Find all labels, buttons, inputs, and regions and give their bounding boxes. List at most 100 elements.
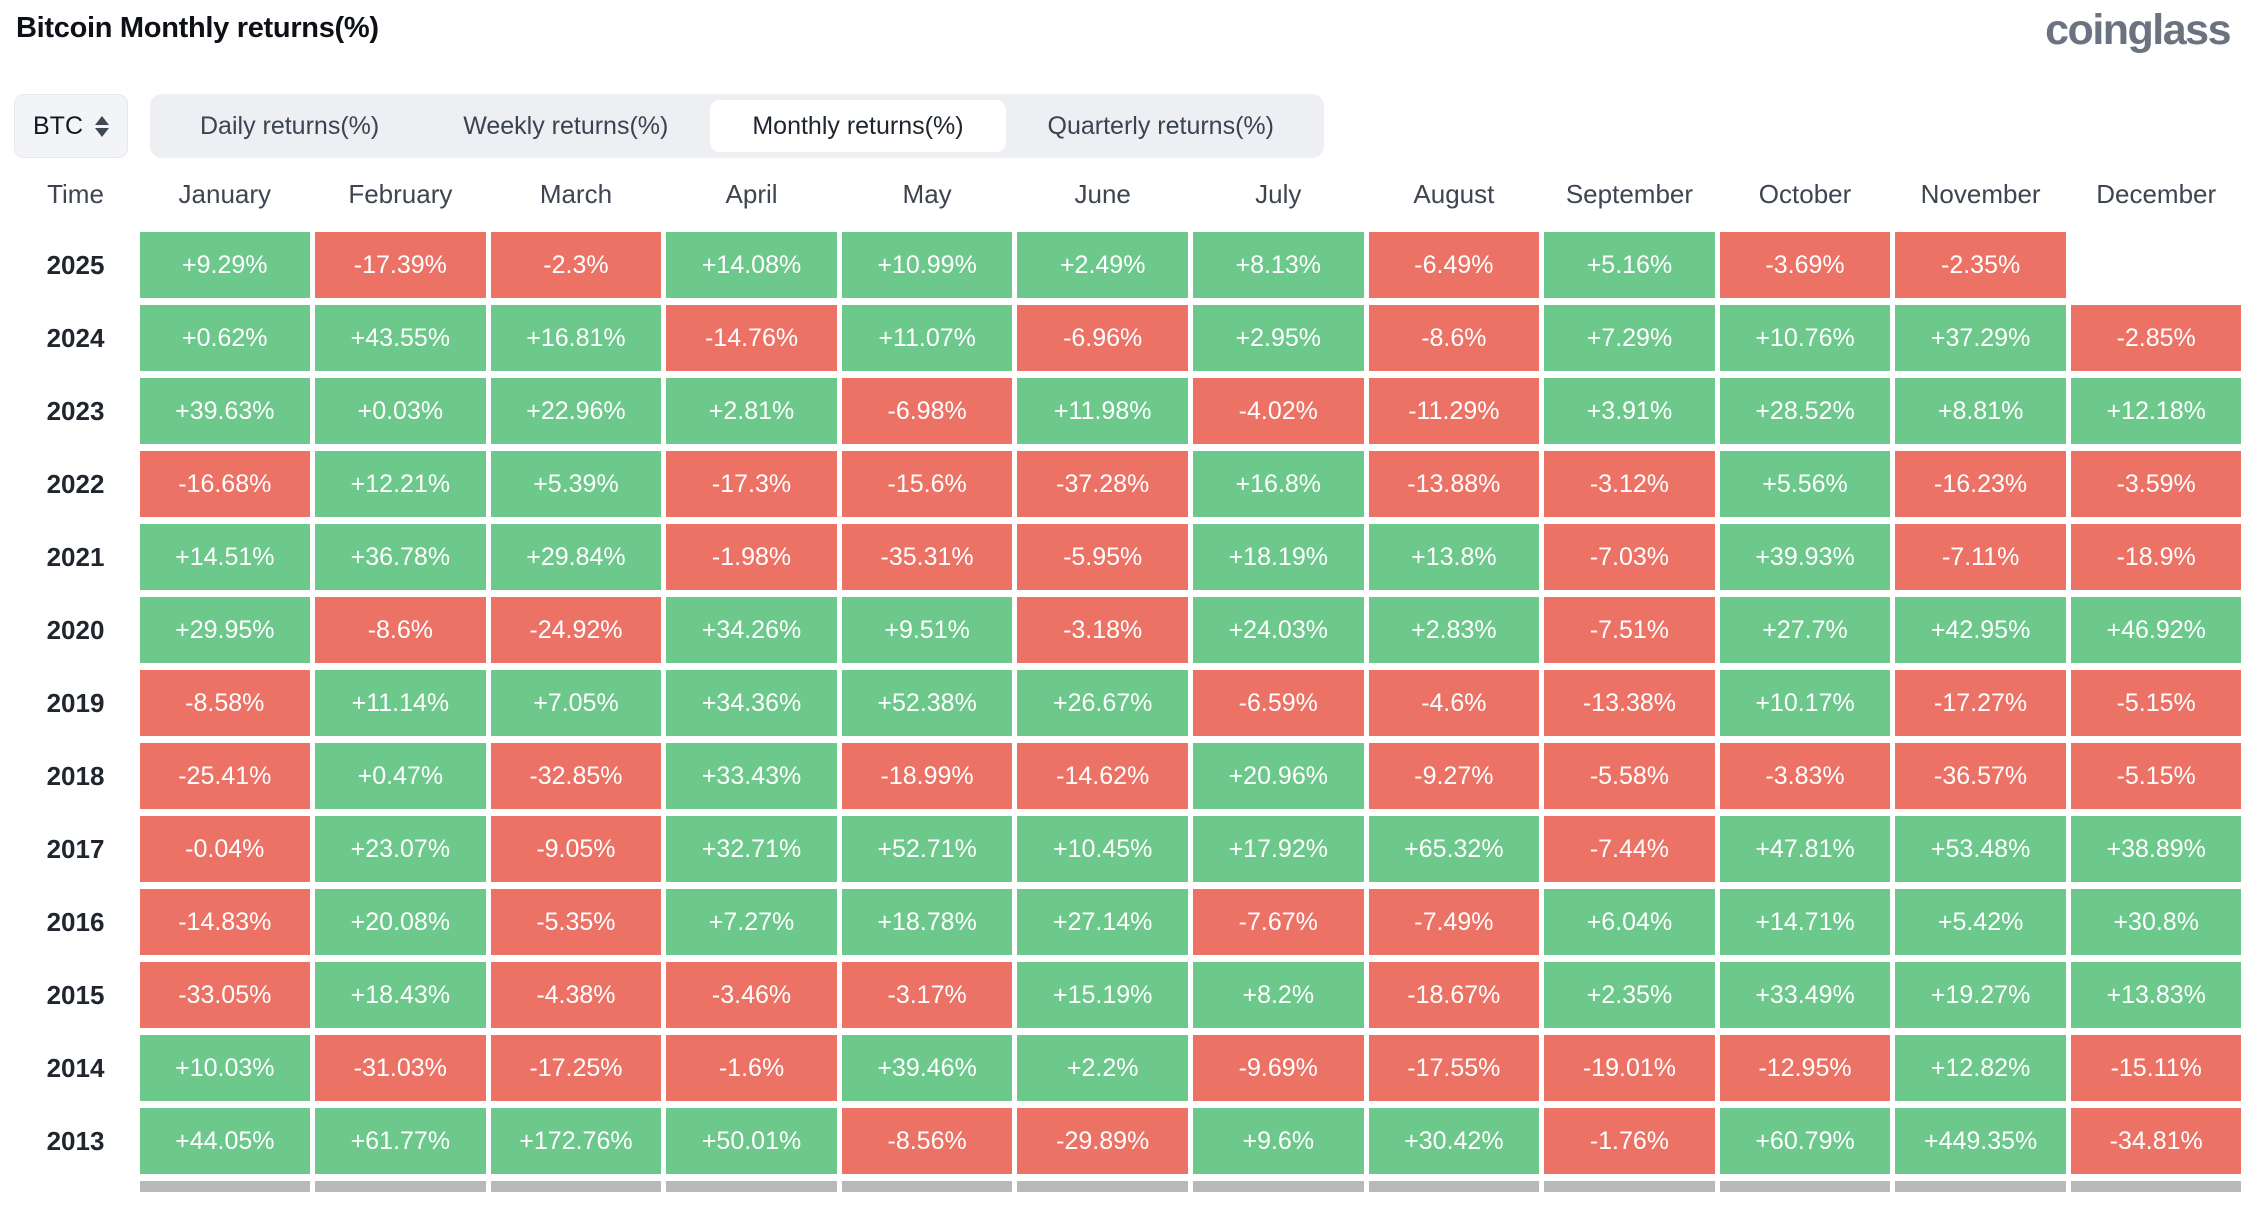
return-cell: -7.49% xyxy=(1368,889,1540,955)
return-cell: +3.91% xyxy=(1544,378,1715,444)
return-cell: -15.11% xyxy=(2070,1035,2242,1101)
return-cell: +14.08% xyxy=(666,232,837,298)
truncated-cell-bar xyxy=(841,1181,1013,1192)
row-year-label: 2024 xyxy=(46,322,105,353)
truncated-cell-bar xyxy=(2070,1181,2242,1192)
table-header-row: Time January February March April May June July… xyxy=(14,166,2244,222)
controls-bar: BTC Daily returns(%) Weekly returns(%) Mon… xyxy=(14,94,1324,158)
return-cell: +19.27% xyxy=(1895,962,2066,1028)
return-cell: -9.05% xyxy=(490,816,662,882)
return-cell: +16.81% xyxy=(490,305,662,371)
row-year-label: 2021 xyxy=(46,541,105,572)
truncated-next-row xyxy=(14,1181,2244,1192)
return-cell: +8.13% xyxy=(1192,232,1364,298)
return-cell: -4.6% xyxy=(1368,670,1540,736)
return-cell: +10.99% xyxy=(841,232,1013,298)
return-cell: -7.11% xyxy=(1895,524,2066,590)
return-cell: -18.99% xyxy=(841,743,1013,809)
column-header-june: June xyxy=(1074,178,1131,209)
return-cell: -3.69% xyxy=(1719,232,1891,298)
truncated-cell-bar xyxy=(1895,1181,2066,1192)
truncated-cell-bar xyxy=(666,1181,837,1192)
return-cell: -29.89% xyxy=(1017,1108,1188,1174)
return-cell: +50.01% xyxy=(666,1108,837,1174)
table-row-2013: 2013 +44.05% +61.77% +172.76% +50.01% -8.56% -… xyxy=(14,1108,2244,1174)
table-row-2023: 2023 +39.63% +0.03% +22.96% +2.81% -6.98% +11.… xyxy=(14,378,2244,444)
return-cell: -3.59% xyxy=(2070,451,2242,517)
return-cell: +9.6% xyxy=(1192,1108,1364,1174)
return-cell: -16.23% xyxy=(1895,451,2066,517)
return-cell: -8.6% xyxy=(1368,305,1540,371)
return-cell: +18.19% xyxy=(1192,524,1364,590)
return-cell: -3.12% xyxy=(1544,451,1715,517)
return-cell: -8.6% xyxy=(315,597,486,663)
truncated-cell-bar xyxy=(1544,1181,1715,1192)
symbol-select[interactable]: BTC xyxy=(14,94,128,158)
return-cell: +12.18% xyxy=(2070,378,2242,444)
table-row-2018: 2018 -25.41% +0.47% -32.85% +33.43% -18.99% -1… xyxy=(14,743,2244,809)
tab-quarterly-returns[interactable]: Quarterly returns(%) xyxy=(1047,111,1274,140)
return-cell: +2.49% xyxy=(1017,232,1188,298)
table-row-2019: 2019 -8.58% +11.14% +7.05% +34.36% +52.38% +26… xyxy=(14,670,2244,736)
return-cell-empty xyxy=(2071,232,2242,298)
row-year-label: 2025 xyxy=(46,249,105,280)
column-header-august: August xyxy=(1413,178,1495,209)
monthly-returns-table: Time January February March April May June July… xyxy=(14,166,2244,1199)
return-cell: +27.14% xyxy=(1017,889,1188,955)
return-cell: +29.95% xyxy=(139,597,311,663)
column-header-january: January xyxy=(178,178,272,209)
return-cell: +33.49% xyxy=(1719,962,1891,1028)
return-cell: +14.51% xyxy=(139,524,311,590)
return-cell: +24.03% xyxy=(1192,597,1364,663)
return-cell: -5.58% xyxy=(1544,743,1715,809)
row-year-label: 2015 xyxy=(46,979,105,1010)
truncated-cell-bar xyxy=(1719,1181,1891,1192)
table-row-2025: 2025 +9.29% -17.39% -2.3% +14.08% +10.99% +2.4… xyxy=(14,232,2244,298)
return-cell: -31.03% xyxy=(315,1035,486,1101)
tab-daily-returns[interactable]: Daily returns(%) xyxy=(200,111,380,140)
return-cell: +13.83% xyxy=(2070,962,2242,1028)
row-year-label: 2019 xyxy=(46,687,105,718)
return-cell: +9.29% xyxy=(139,232,311,298)
return-cell: -37.28% xyxy=(1017,451,1188,517)
return-cell: +5.42% xyxy=(1895,889,2066,955)
return-cell: +34.26% xyxy=(666,597,837,663)
tab-weekly-returns[interactable]: Weekly returns(%) xyxy=(463,111,669,140)
return-cell: -4.38% xyxy=(490,962,662,1028)
return-cell: -6.96% xyxy=(1017,305,1188,371)
column-header-april: April xyxy=(725,178,778,209)
return-cell: +172.76% xyxy=(490,1108,662,1174)
return-cell: -0.04% xyxy=(139,816,311,882)
return-cell: +449.35% xyxy=(1895,1108,2066,1174)
table-row-2014: 2014 +10.03% -31.03% -17.25% -1.6% +39.46% +2.… xyxy=(14,1035,2244,1101)
return-cell: +14.71% xyxy=(1719,889,1891,955)
return-cell: -14.62% xyxy=(1017,743,1188,809)
row-year-label: 2023 xyxy=(46,395,105,426)
return-cell: +13.8% xyxy=(1368,524,1540,590)
return-cell: +9.51% xyxy=(841,597,1013,663)
return-cell: -33.05% xyxy=(139,962,311,1028)
return-cell: +12.21% xyxy=(315,451,486,517)
column-header-september: September xyxy=(1565,178,1694,209)
return-cell: +61.77% xyxy=(315,1108,486,1174)
return-cell: -3.17% xyxy=(841,962,1013,1028)
return-cell: +7.05% xyxy=(490,670,662,736)
return-cell: +18.78% xyxy=(841,889,1013,955)
return-cell: -11.29% xyxy=(1368,378,1540,444)
return-cell: +29.84% xyxy=(490,524,662,590)
return-cell: +44.05% xyxy=(139,1108,311,1174)
return-cell: +27.7% xyxy=(1719,597,1891,663)
truncated-cell-bar xyxy=(1192,1181,1364,1192)
tab-monthly-returns[interactable]: Monthly returns(%) xyxy=(710,100,1006,152)
return-cell: -8.56% xyxy=(841,1108,1013,1174)
return-cell: -5.15% xyxy=(2070,670,2242,736)
return-cell: +20.08% xyxy=(315,889,486,955)
return-cell: -15.6% xyxy=(841,451,1013,517)
return-cell: -6.98% xyxy=(841,378,1013,444)
truncated-cell-bar xyxy=(1368,1181,1540,1192)
return-cell: +34.36% xyxy=(666,670,837,736)
truncated-cell-bar xyxy=(139,1181,311,1192)
table-row-2016: 2016 -14.83% +20.08% -5.35% +7.27% +18.78% +27… xyxy=(14,889,2244,955)
column-header-july: July xyxy=(1255,178,1302,209)
column-header-december: December xyxy=(2096,178,2217,209)
